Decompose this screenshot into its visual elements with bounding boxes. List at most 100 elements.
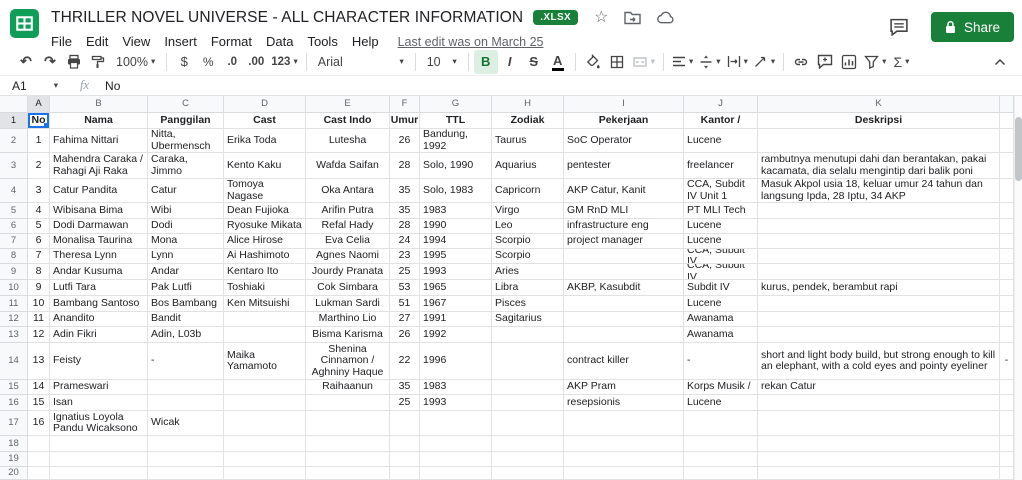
cell-H2[interactable]: Taurus (492, 129, 564, 153)
redo-button[interactable]: ↷ (44, 53, 56, 69)
cell-C7[interactable]: Mona (148, 234, 224, 249)
cell-D3[interactable]: Kento Kaku (224, 153, 306, 179)
cell-B18[interactable] (50, 436, 148, 452)
cell-L13[interactable] (1000, 327, 1014, 343)
cell-E20[interactable] (306, 467, 390, 480)
cell-H3[interactable]: Aquarius (492, 153, 564, 179)
cell-A13[interactable]: 12 (28, 327, 50, 343)
cell-L3[interactable] (1000, 153, 1014, 179)
cell-J7[interactable]: Lucene (684, 234, 758, 249)
cell-K5[interactable] (758, 203, 1000, 219)
cell-E18[interactable] (306, 436, 390, 452)
decrease-decimals-button[interactable]: .0 (227, 55, 238, 68)
cell-J6[interactable]: Lucene (684, 219, 758, 234)
cell-B7[interactable]: Monalisa Taurina (50, 234, 148, 249)
cell-K16[interactable] (758, 395, 1000, 411)
row-header-11[interactable]: 11 (0, 296, 28, 312)
paint-format-button[interactable] (86, 50, 110, 74)
cell-I8[interactable] (564, 249, 684, 264)
row-header-8[interactable]: 8 (0, 249, 28, 264)
cell-C5[interactable]: Wibi (148, 203, 224, 219)
cell-A17[interactable]: 16 (28, 411, 50, 436)
cell-D5[interactable]: Dean Fujioka (224, 203, 306, 219)
cell-L5[interactable] (1000, 203, 1014, 219)
cell-K3[interactable]: rambutnya menutupi dahi dan berantakan, … (758, 153, 1000, 179)
cell-E7[interactable]: Eva Celia (306, 234, 390, 249)
cell-A5[interactable]: 4 (28, 203, 50, 219)
cell-K8[interactable] (758, 249, 1000, 264)
cell-F8[interactable]: 23 (390, 249, 420, 264)
row-header-6[interactable]: 6 (0, 219, 28, 234)
cell-A19[interactable] (28, 452, 50, 467)
cell-C20[interactable] (148, 467, 224, 480)
text-wrap-button[interactable]: ▾ (724, 50, 751, 74)
cell-E9[interactable]: Jourdy Pranata (306, 264, 390, 280)
document-title[interactable]: THRILLER NOVEL UNIVERSE - ALL CHARACTER … (51, 8, 524, 26)
cell-C11[interactable]: Bos Bambang (148, 296, 224, 312)
cell-J16[interactable]: Lucene (684, 395, 758, 411)
cell-D9[interactable]: Kentaro Ito (224, 264, 306, 280)
cell-G5[interactable]: 1983 (420, 203, 492, 219)
cell-C4[interactable]: Catur (148, 179, 224, 203)
font-family-select[interactable]: Arial ▾ (317, 54, 404, 69)
cell-H9[interactable]: Aries (492, 264, 564, 280)
column-header-E[interactable]: E (306, 96, 390, 113)
cell-K11[interactable] (758, 296, 1000, 312)
functions-button[interactable]: Σ ▾ (893, 53, 910, 70)
column-header-B[interactable]: B (50, 96, 148, 113)
cell-J17[interactable] (684, 411, 758, 436)
insert-chart-button[interactable] (837, 50, 861, 74)
cell-B4[interactable]: Catur Pandita (50, 179, 148, 203)
borders-button[interactable] (605, 50, 629, 74)
cell-G7[interactable]: 1994 (420, 234, 492, 249)
cell-E16[interactable] (306, 395, 390, 411)
cell-H14[interactable] (492, 343, 564, 380)
cell-L15[interactable] (1000, 380, 1014, 395)
cell-I3[interactable]: pentester (564, 153, 684, 179)
cell-L10[interactable] (1000, 280, 1014, 296)
cell-C10[interactable]: Pak Lutfi (148, 280, 224, 296)
cell-E13[interactable]: Bisma Karisma (306, 327, 390, 343)
cell-J14[interactable]: - (684, 343, 758, 380)
cell-L2[interactable] (1000, 129, 1014, 153)
zoom-select[interactable]: 100% ▾ (116, 54, 156, 69)
cell-L9[interactable] (1000, 264, 1014, 280)
cell-J10[interactable]: Subdit IV (684, 280, 758, 296)
cell-D10[interactable]: Toshiaki (224, 280, 306, 296)
cell-B5[interactable]: Wibisana Bima (50, 203, 148, 219)
cell-A11[interactable]: 10 (28, 296, 50, 312)
cell-I10[interactable]: AKBP, Kasubdit (564, 280, 684, 296)
column-header-G[interactable]: G (420, 96, 492, 113)
cell-A10[interactable]: 9 (28, 280, 50, 296)
cell-D6[interactable]: Ryosuke Mikata (224, 219, 306, 234)
cell-K17[interactable] (758, 411, 1000, 436)
menu-edit[interactable]: Edit (85, 34, 109, 49)
cell-B11[interactable]: Bambang Santoso (50, 296, 148, 312)
create-filter-button[interactable]: ▾ (861, 50, 889, 74)
row-header-19[interactable]: 19 (0, 452, 28, 467)
cell-E11[interactable]: Lukman Sardi (306, 296, 390, 312)
cell-D1[interactable]: Cast (224, 113, 306, 129)
row-header-4[interactable]: 4 (0, 179, 28, 203)
cell-L4[interactable] (1000, 179, 1014, 203)
bold-button[interactable]: B (473, 49, 498, 74)
cell-J9[interactable]: CCA, Subdit IV (684, 264, 758, 280)
cell-E15[interactable]: Raihaanun (306, 380, 390, 395)
cell-H7[interactable]: Scorpio (492, 234, 564, 249)
cell-E1[interactable]: Cast Indo (306, 113, 390, 129)
cell-K6[interactable] (758, 219, 1000, 234)
menu-insert[interactable]: Insert (164, 34, 197, 49)
cell-E6[interactable]: Refal Hady (306, 219, 390, 234)
cell-D20[interactable] (224, 467, 306, 480)
cell-K10[interactable]: kurus, pendek, berambut rapi (758, 280, 1000, 296)
increase-decimals-button[interactable]: .00 (248, 55, 265, 68)
cell-D16[interactable] (224, 395, 306, 411)
cell-H18[interactable] (492, 436, 564, 452)
cell-I9[interactable] (564, 264, 684, 280)
cell-I7[interactable]: project manager (564, 234, 684, 249)
cell-F11[interactable]: 51 (390, 296, 420, 312)
cell-E19[interactable] (306, 452, 390, 467)
cell-D14[interactable]: Maika Yamamoto (224, 343, 306, 380)
cell-I19[interactable] (564, 452, 684, 467)
cell-J8[interactable]: CCA, Subdit IV (684, 249, 758, 264)
